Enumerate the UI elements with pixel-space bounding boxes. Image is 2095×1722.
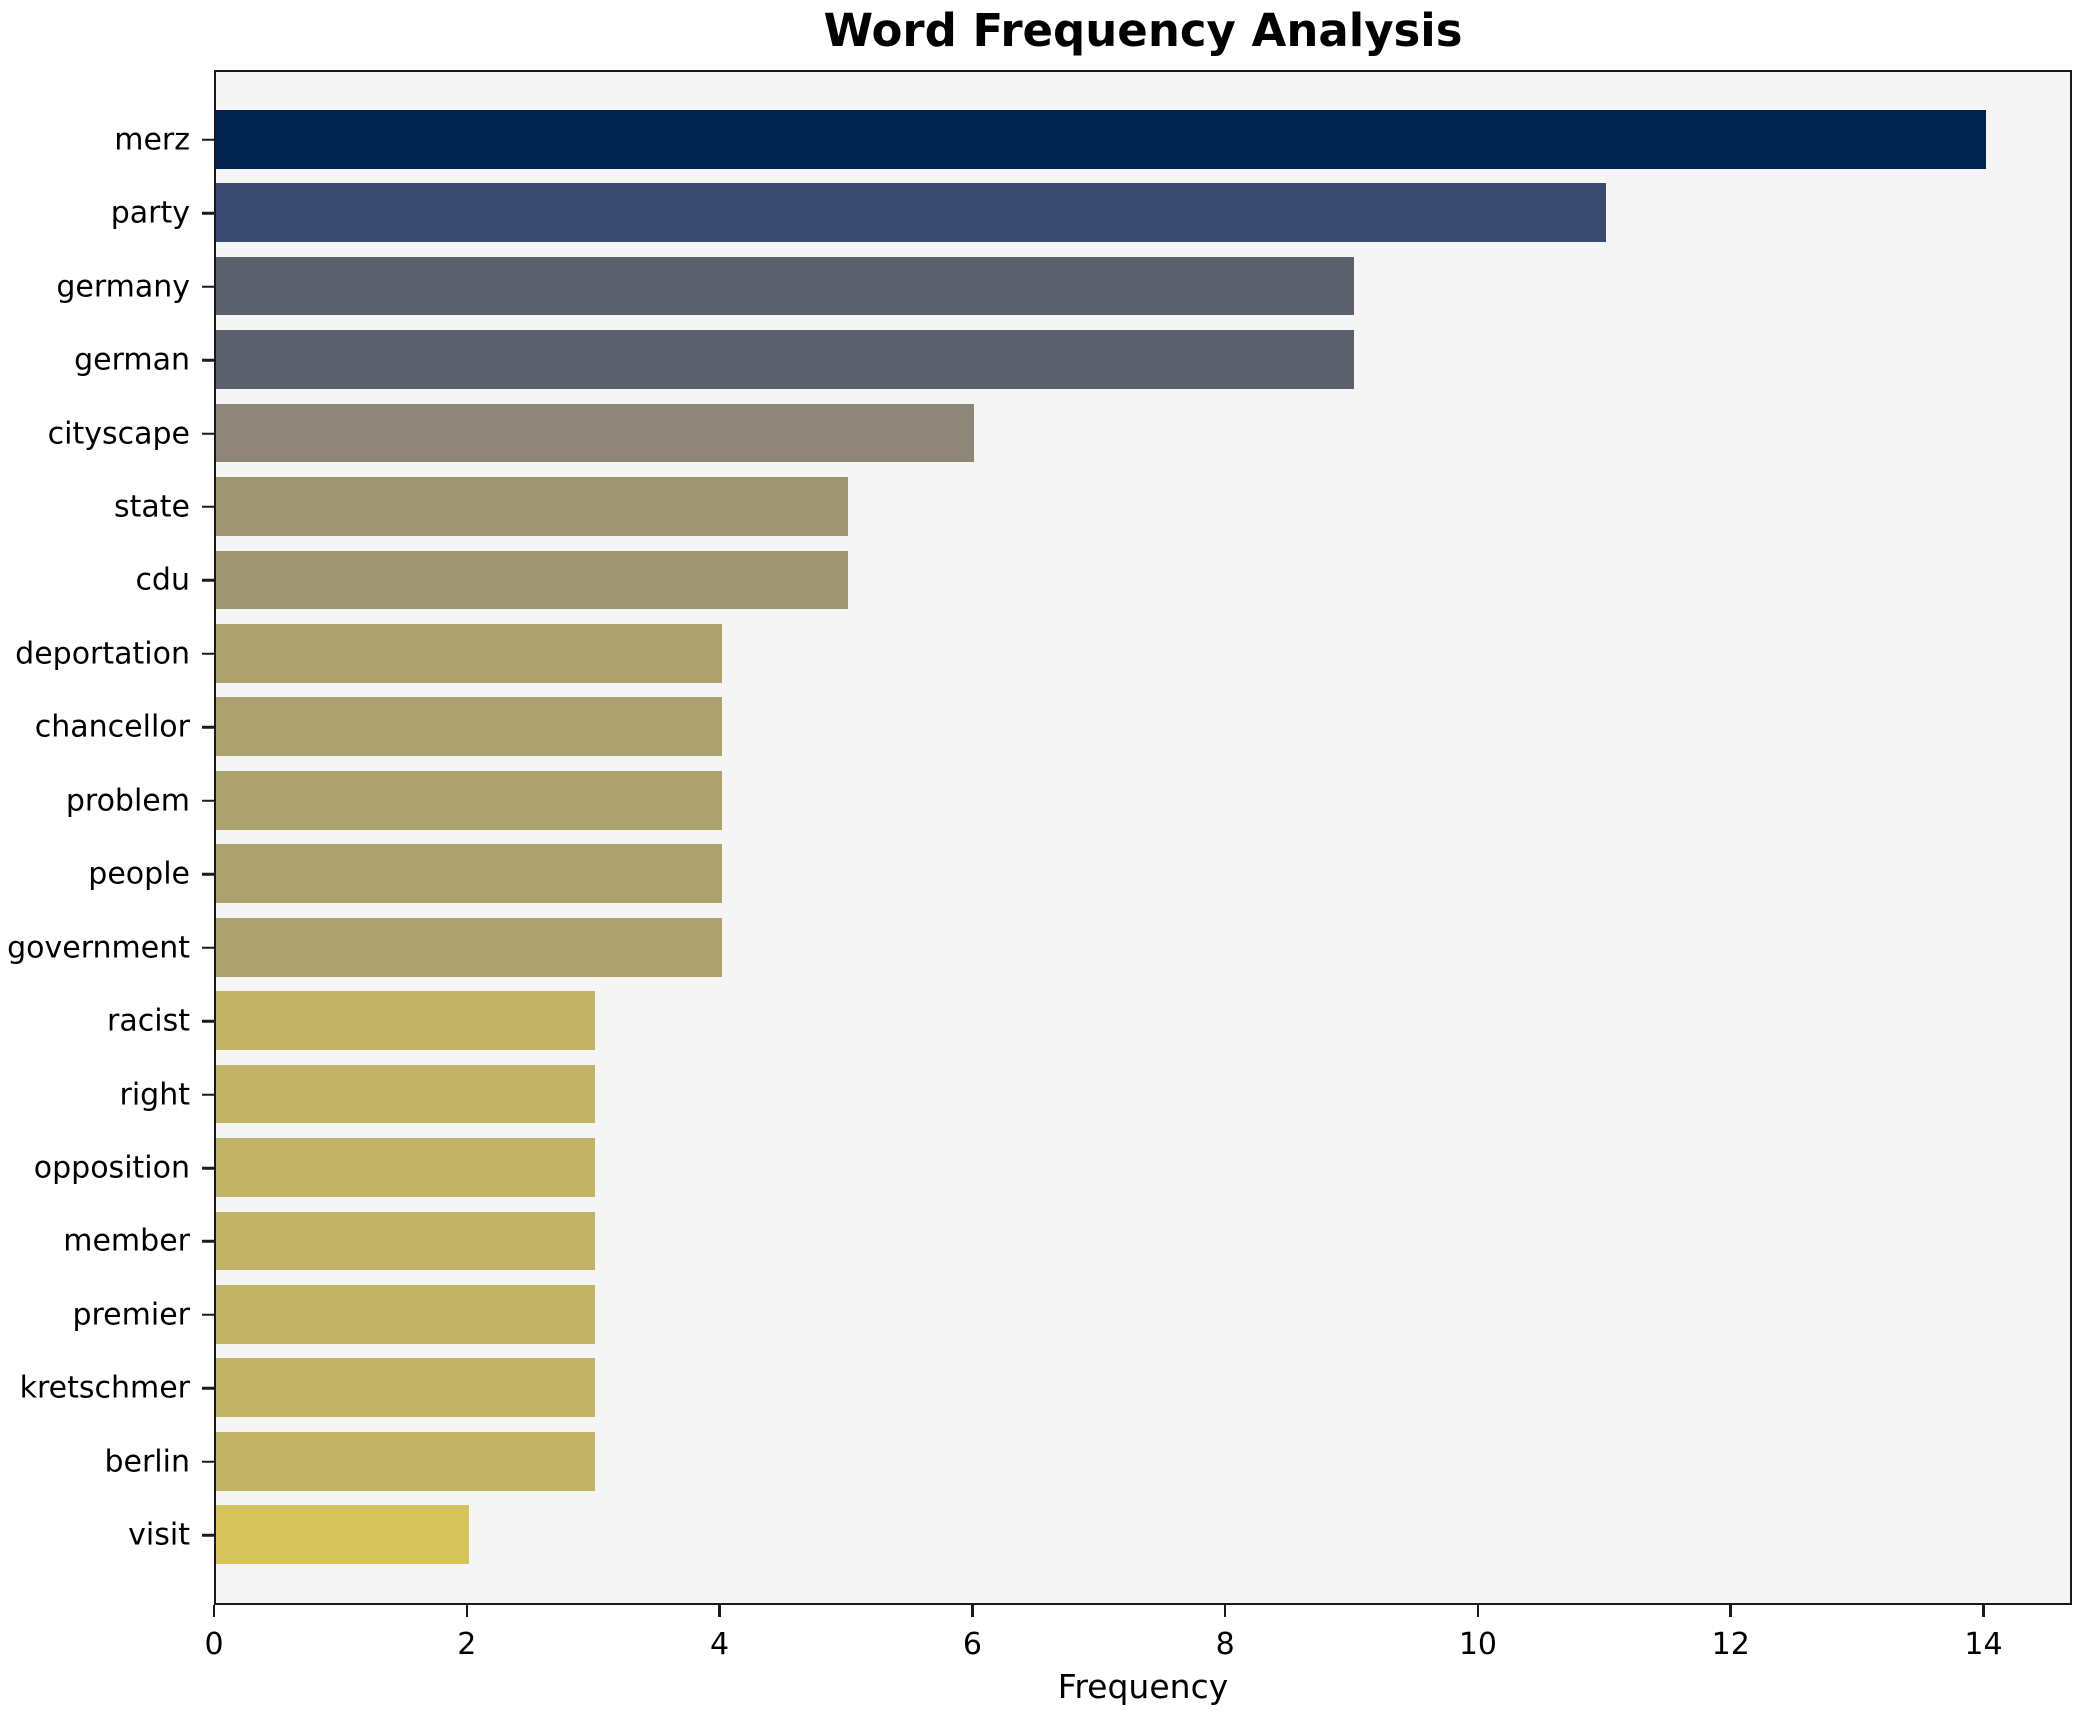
bar-german xyxy=(216,330,1354,389)
y-axis-label: right xyxy=(119,1077,191,1113)
y-tick-mark xyxy=(202,1019,214,1023)
y-tick-mark xyxy=(202,1460,214,1464)
bar-deportation xyxy=(216,623,722,683)
y-axis-label: government xyxy=(7,930,190,966)
y-axis-label: cdu xyxy=(135,562,190,598)
y-axis-label: premier xyxy=(72,1297,190,1333)
y-tick-mark xyxy=(202,505,214,509)
y-tick-mark xyxy=(202,211,214,215)
y-tick-mark xyxy=(202,946,214,949)
bar-premier xyxy=(216,1285,596,1344)
y-axis-label: kretschmer xyxy=(19,1370,190,1406)
y-axis-label: party xyxy=(110,195,190,231)
plot-area xyxy=(214,70,2072,1605)
x-tick-mark xyxy=(971,1605,974,1617)
x-tick-mark xyxy=(1982,1605,1985,1617)
x-tick-label: 10 xyxy=(1458,1627,1498,1662)
x-tick-mark xyxy=(465,1605,469,1617)
y-axis-label: state xyxy=(114,489,190,525)
y-axis-label: problem xyxy=(65,783,190,819)
bar-racist xyxy=(216,991,596,1050)
y-tick-mark xyxy=(202,432,214,435)
y-tick-mark xyxy=(202,1387,214,1390)
y-axis-label: chancellor xyxy=(34,709,190,745)
y-axis-label: visit xyxy=(128,1517,190,1553)
bar-berlin xyxy=(216,1431,596,1491)
chart-title: Word Frequency Analysis xyxy=(823,4,1463,57)
y-tick-mark xyxy=(202,726,214,729)
y-tick-mark xyxy=(202,1534,214,1537)
bar-visit xyxy=(216,1505,469,1565)
x-tick-label: 14 xyxy=(1964,1627,2003,1662)
y-tick-mark xyxy=(202,579,214,582)
bar-cdu xyxy=(216,550,848,610)
x-tick-label: 8 xyxy=(1215,1627,1235,1662)
bar-merz xyxy=(216,109,1986,169)
y-tick-mark xyxy=(202,358,214,362)
x-tick-mark xyxy=(1476,1605,1480,1617)
bar-problem xyxy=(216,770,722,830)
y-axis-label: berlin xyxy=(104,1444,190,1480)
y-axis-label: deportation xyxy=(15,636,190,672)
y-axis-label: people xyxy=(88,856,190,892)
bar-kretschmer xyxy=(216,1358,596,1418)
x-tick-label: 4 xyxy=(710,1627,730,1662)
x-tick-label: 0 xyxy=(204,1627,224,1662)
bar-opposition xyxy=(216,1138,596,1197)
y-tick-mark xyxy=(202,872,214,876)
y-tick-mark xyxy=(202,1240,214,1243)
y-axis-label: germany xyxy=(56,269,190,305)
bar-cityscape xyxy=(216,403,975,463)
y-axis-label: cityscape xyxy=(47,416,190,452)
y-tick-mark xyxy=(202,1093,214,1096)
bar-government xyxy=(216,917,722,977)
y-tick-mark xyxy=(202,652,214,656)
y-tick-mark xyxy=(202,1313,214,1317)
y-axis-label: racist xyxy=(107,1003,190,1039)
x-tick-mark xyxy=(1729,1605,1732,1617)
x-tick-label: 6 xyxy=(962,1627,982,1662)
bar-people xyxy=(216,844,722,904)
y-axis-label: merz xyxy=(114,122,190,158)
x-tick-label: 2 xyxy=(457,1627,477,1662)
x-tick-label: 12 xyxy=(1711,1627,1750,1662)
x-tick-mark xyxy=(212,1605,216,1617)
bar-right xyxy=(216,1064,596,1124)
x-tick-mark xyxy=(1223,1605,1227,1617)
bar-member xyxy=(216,1211,596,1271)
y-tick-mark xyxy=(202,799,214,803)
bar-chancellor xyxy=(216,697,722,757)
bar-germany xyxy=(216,256,1354,316)
y-axis-label: opposition xyxy=(33,1150,190,1186)
y-axis-label: german xyxy=(74,342,190,378)
bar-state xyxy=(216,477,848,536)
x-axis-label: Frequency xyxy=(1057,1667,1229,1706)
y-axis-label: member xyxy=(63,1223,190,1259)
x-tick-mark xyxy=(718,1605,721,1617)
y-tick-mark xyxy=(202,285,214,288)
y-tick-mark xyxy=(202,1166,214,1170)
y-tick-mark xyxy=(202,138,214,141)
bar-party xyxy=(216,183,1607,243)
